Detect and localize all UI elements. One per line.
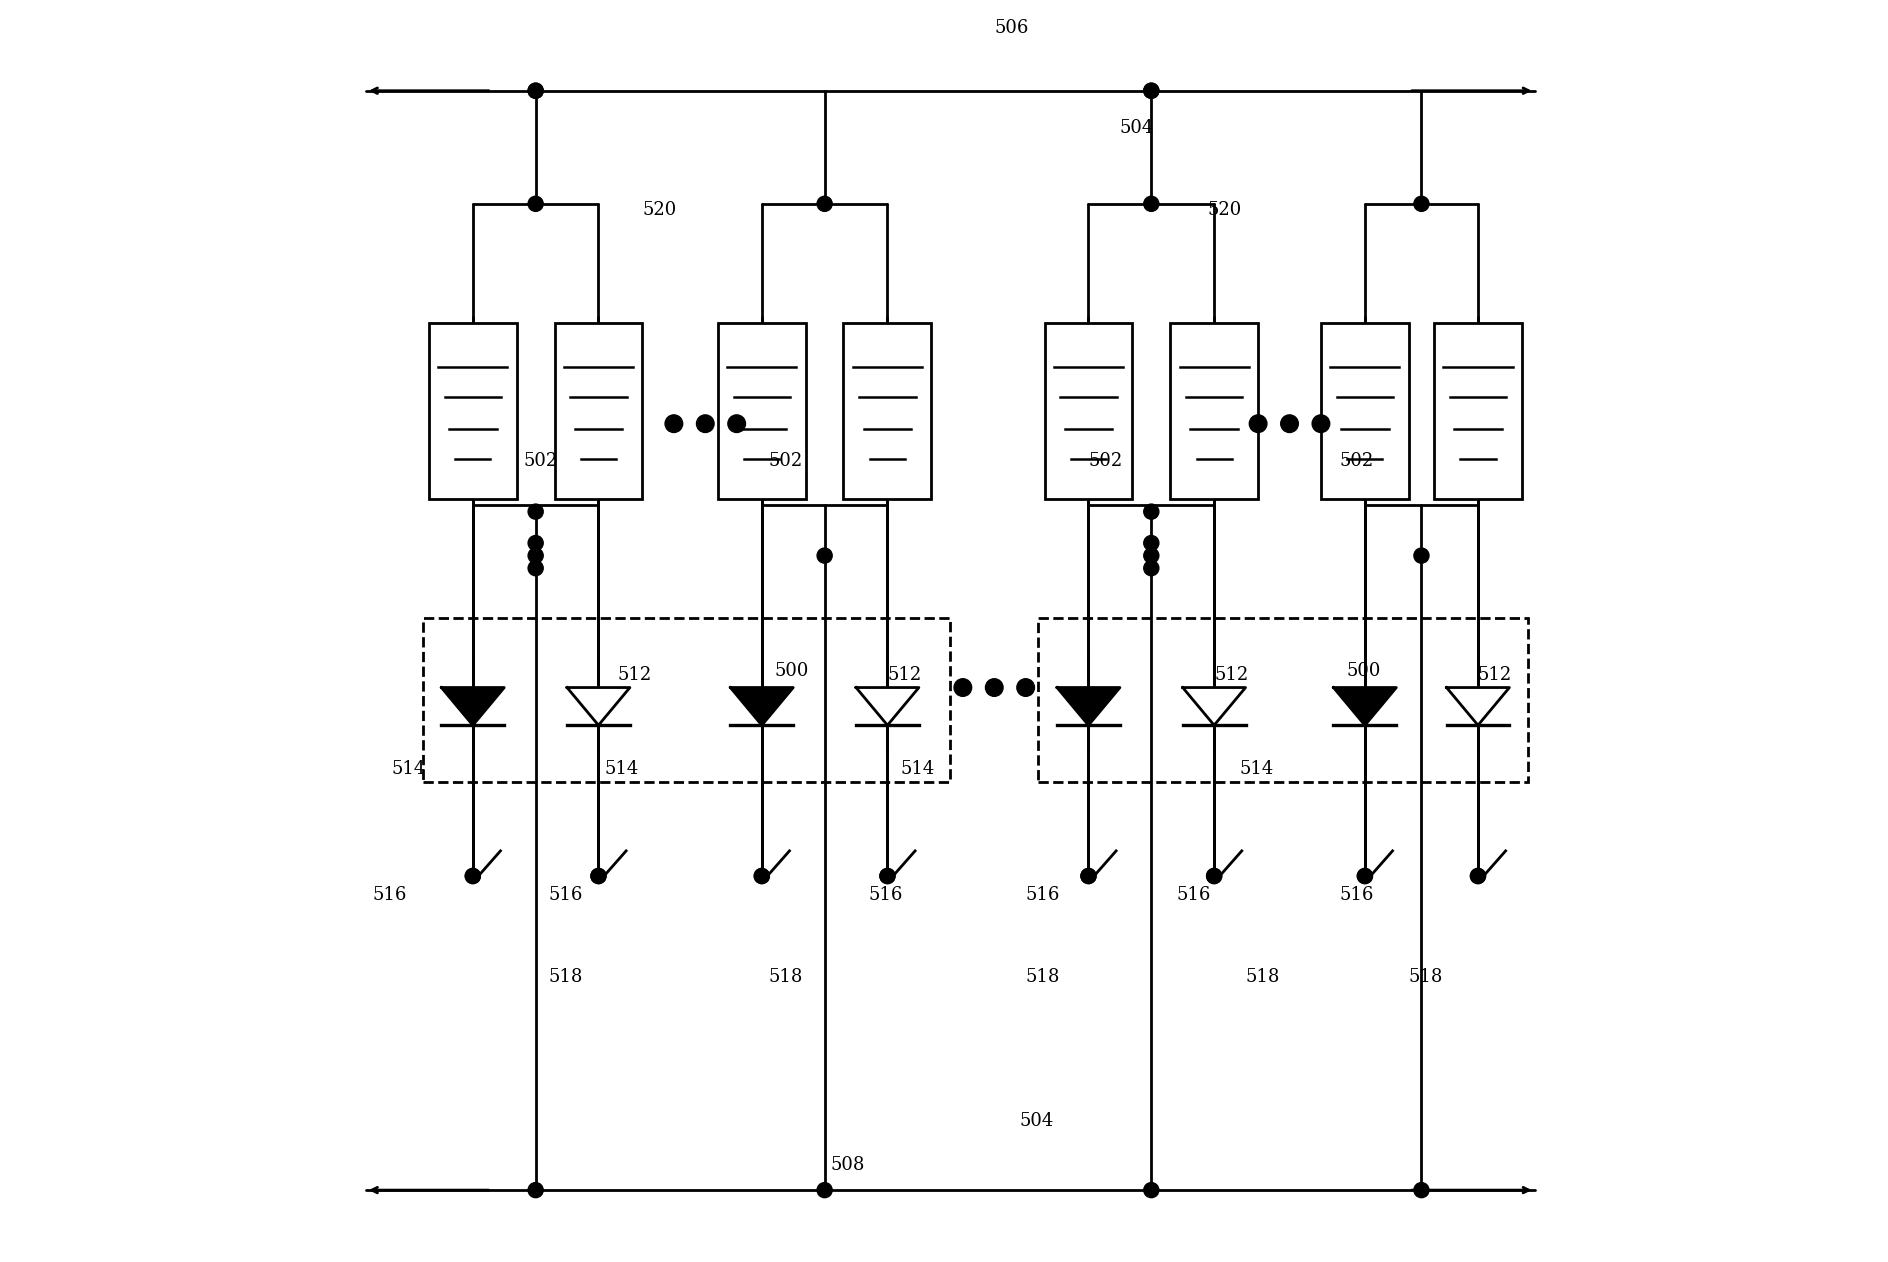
Text: 512: 512 (887, 666, 921, 684)
Circle shape (1206, 868, 1222, 883)
Circle shape (1144, 548, 1159, 563)
Circle shape (529, 504, 544, 519)
Text: 518: 518 (1408, 968, 1442, 986)
Circle shape (1144, 1182, 1159, 1198)
Circle shape (1144, 535, 1159, 550)
Text: 500: 500 (1346, 663, 1380, 680)
Text: 512: 512 (617, 666, 651, 684)
Bar (1038, 618, 1527, 781)
Circle shape (880, 868, 895, 883)
Circle shape (1144, 560, 1159, 575)
Text: 516: 516 (1340, 886, 1374, 904)
Circle shape (1082, 868, 1097, 883)
FancyBboxPatch shape (555, 323, 642, 498)
Circle shape (665, 415, 683, 433)
Text: 512: 512 (1478, 666, 1512, 684)
Text: 518: 518 (548, 968, 583, 986)
FancyBboxPatch shape (1171, 323, 1257, 498)
Text: 518: 518 (1025, 968, 1059, 986)
Polygon shape (442, 688, 504, 726)
Polygon shape (1057, 688, 1120, 726)
Circle shape (953, 679, 972, 697)
Text: 520: 520 (642, 201, 676, 220)
Circle shape (986, 679, 1003, 697)
Circle shape (1082, 868, 1097, 883)
Circle shape (529, 535, 544, 550)
Text: 518: 518 (1246, 968, 1280, 986)
Circle shape (755, 868, 768, 883)
Circle shape (529, 548, 544, 563)
Circle shape (818, 197, 833, 211)
Circle shape (1144, 83, 1159, 98)
Polygon shape (1446, 688, 1509, 726)
Circle shape (529, 83, 544, 98)
Polygon shape (1182, 688, 1246, 726)
Text: 516: 516 (1176, 886, 1210, 904)
Circle shape (1414, 1182, 1429, 1198)
Text: 504: 504 (1120, 120, 1154, 138)
FancyBboxPatch shape (1044, 323, 1133, 498)
FancyBboxPatch shape (429, 323, 517, 498)
Polygon shape (855, 688, 919, 726)
Circle shape (529, 83, 544, 98)
FancyBboxPatch shape (717, 323, 806, 498)
Text: 512: 512 (1214, 666, 1248, 684)
Text: 514: 514 (1239, 760, 1274, 779)
Text: 516: 516 (868, 886, 902, 904)
Circle shape (1414, 548, 1429, 563)
Text: 514: 514 (391, 760, 425, 779)
Bar (423, 618, 950, 781)
Circle shape (755, 868, 768, 883)
Circle shape (818, 1182, 833, 1198)
Circle shape (1206, 868, 1222, 883)
Circle shape (1018, 679, 1035, 697)
Circle shape (880, 868, 895, 883)
Text: 504: 504 (1020, 1112, 1054, 1129)
Circle shape (697, 415, 714, 433)
Text: 516: 516 (1025, 886, 1059, 904)
Circle shape (1357, 868, 1373, 883)
Circle shape (591, 868, 606, 883)
Circle shape (818, 548, 833, 563)
Text: 500: 500 (774, 663, 808, 680)
Circle shape (1312, 415, 1329, 433)
Circle shape (529, 1182, 544, 1198)
FancyBboxPatch shape (1435, 323, 1522, 498)
Circle shape (464, 868, 480, 883)
Circle shape (1414, 197, 1429, 211)
Text: 516: 516 (548, 886, 583, 904)
Text: 520: 520 (1208, 201, 1242, 220)
Text: 516: 516 (372, 886, 406, 904)
FancyBboxPatch shape (1322, 323, 1408, 498)
Circle shape (1280, 415, 1299, 433)
Circle shape (1144, 197, 1159, 211)
Text: 502: 502 (768, 452, 802, 471)
Text: 506: 506 (995, 19, 1029, 37)
Text: 502: 502 (523, 452, 557, 471)
Circle shape (529, 197, 544, 211)
Circle shape (464, 868, 480, 883)
Text: 508: 508 (831, 1156, 865, 1174)
Text: 514: 514 (901, 760, 935, 779)
Circle shape (1471, 868, 1486, 883)
Circle shape (1144, 504, 1159, 519)
Circle shape (591, 868, 606, 883)
Circle shape (529, 560, 544, 575)
FancyBboxPatch shape (844, 323, 931, 498)
Circle shape (1144, 83, 1159, 98)
Polygon shape (566, 688, 631, 726)
Text: 502: 502 (1089, 452, 1123, 471)
Polygon shape (731, 688, 793, 726)
Text: 514: 514 (604, 760, 638, 779)
Text: 502: 502 (1340, 452, 1374, 471)
Circle shape (1250, 415, 1267, 433)
Text: 518: 518 (768, 968, 802, 986)
Circle shape (1357, 868, 1373, 883)
Circle shape (729, 415, 746, 433)
Circle shape (1471, 868, 1486, 883)
Polygon shape (1333, 688, 1397, 726)
